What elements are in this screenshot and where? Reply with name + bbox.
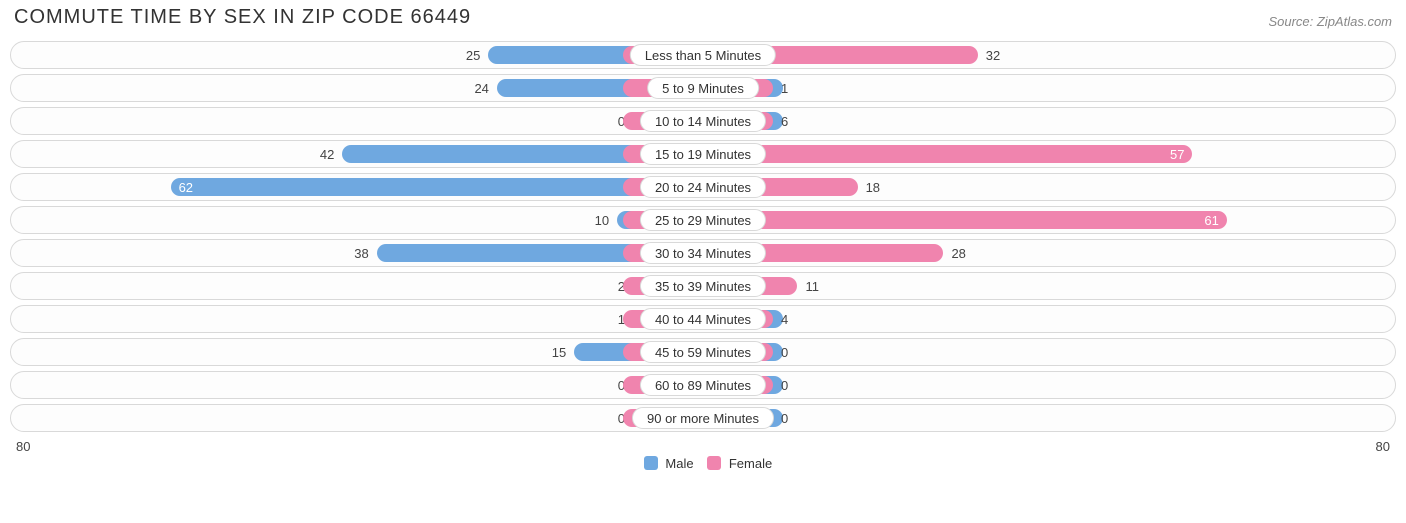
category-label: Less than 5 Minutes <box>630 44 776 66</box>
female-value: 0 <box>773 378 796 393</box>
male-half: 25 <box>11 42 703 68</box>
category-label: 5 to 9 Minutes <box>647 77 759 99</box>
male-half: 1 <box>11 306 703 332</box>
female-value: 28 <box>943 246 973 261</box>
female-half: 28 <box>703 240 1395 266</box>
male-value: 15 <box>544 345 574 360</box>
female-value: 11 <box>797 279 827 294</box>
female-value: 0 <box>773 345 796 360</box>
female-half: 0 <box>703 372 1395 398</box>
chart-row: 62 18 20 to 24 Minutes <box>10 173 1396 201</box>
male-value: 42 <box>312 147 342 162</box>
male-half: 15 <box>11 339 703 365</box>
male-half: 2 <box>11 273 703 299</box>
female-value: 1 <box>773 81 796 96</box>
female-value: 57 <box>1170 147 1184 162</box>
female-half: 0 <box>703 339 1395 365</box>
male-half: 42 <box>11 141 703 167</box>
chart-container: COMMUTE TIME BY SEX IN ZIP CODE 66449 So… <box>0 0 1406 475</box>
chart-row: 0060 to 89 Minutes <box>10 371 1396 399</box>
chart-header: COMMUTE TIME BY SEX IN ZIP CODE 66449 So… <box>10 6 1396 29</box>
chart-row: 0 6 10 to 14 Minutes <box>10 107 1396 135</box>
category-label: 90 or more Minutes <box>632 407 774 429</box>
male-half: 0 <box>11 405 703 431</box>
female-value: 32 <box>978 48 1008 63</box>
male-half: 24 <box>11 75 703 101</box>
category-label: 40 to 44 Minutes <box>640 308 766 330</box>
female-value: 61 <box>1204 213 1218 228</box>
category-label: 20 to 24 Minutes <box>640 176 766 198</box>
male-value: 10 <box>587 213 617 228</box>
female-half: 32 <box>703 42 1395 68</box>
male-value: 62 <box>179 180 193 195</box>
category-label: 60 to 89 Minutes <box>640 374 766 396</box>
male-value: 24 <box>466 81 496 96</box>
female-value: 4 <box>773 312 796 327</box>
category-label: 35 to 39 Minutes <box>640 275 766 297</box>
female-half: 4 <box>703 306 1395 332</box>
female-half: 61 <box>703 207 1395 233</box>
chart-title: COMMUTE TIME BY SEX IN ZIP CODE 66449 <box>14 6 471 29</box>
chart-row: 24 1 5 to 9 Minutes <box>10 74 1396 102</box>
female-half: 0 <box>703 405 1395 431</box>
female-value: 6 <box>773 114 796 129</box>
male-half: 10 <box>11 207 703 233</box>
male-value: 25 <box>458 48 488 63</box>
chart-plot-area: 2532Less than 5 Minutes2415 to 9 Minutes… <box>10 41 1396 432</box>
female-value: 0 <box>773 411 796 426</box>
category-label: 25 to 29 Minutes <box>640 209 766 231</box>
chart-row: 15 0 45 to 59 Minutes <box>10 338 1396 366</box>
chart-row: 2 11 35 to 39 Minutes <box>10 272 1396 300</box>
female-half: 1 <box>703 75 1395 101</box>
male-value: 38 <box>346 246 376 261</box>
male-half: 0 <box>11 108 703 134</box>
male-half: 38 <box>11 240 703 266</box>
female-half: 6 <box>703 108 1395 134</box>
male-half: 62 <box>11 174 703 200</box>
chart-row: 0 090 or more Minutes <box>10 404 1396 432</box>
female-half: 57 <box>703 141 1395 167</box>
chart-row: 1 4 40 to 44 Minutes <box>10 305 1396 333</box>
legend-swatch-male <box>644 456 658 470</box>
x-axis: 80 80 <box>10 437 1396 454</box>
category-label: 15 to 19 Minutes <box>640 143 766 165</box>
female-half: 18 <box>703 174 1395 200</box>
axis-right-max: 80 <box>1376 439 1390 454</box>
female-value: 18 <box>858 180 888 195</box>
category-label: 45 to 59 Minutes <box>640 341 766 363</box>
axis-left-max: 80 <box>16 439 30 454</box>
chart-row: 38 28 30 to 34 Minutes <box>10 239 1396 267</box>
legend-swatch-female <box>707 456 721 470</box>
chart-legend: Male Female <box>10 454 1396 471</box>
chart-row: 10 61 25 to 29 Minutes <box>10 206 1396 234</box>
chart-source: Source: ZipAtlas.com <box>1268 14 1392 29</box>
legend-label-male: Male <box>665 456 693 471</box>
legend-label-female: Female <box>729 456 772 471</box>
chart-row: 42 57 15 to 19 Minutes <box>10 140 1396 168</box>
category-label: 30 to 34 Minutes <box>640 242 766 264</box>
female-half: 11 <box>703 273 1395 299</box>
category-label: 10 to 14 Minutes <box>640 110 766 132</box>
chart-row: 25 32 Less than 5 Minutes <box>10 41 1396 69</box>
male-half: 0 <box>11 372 703 398</box>
